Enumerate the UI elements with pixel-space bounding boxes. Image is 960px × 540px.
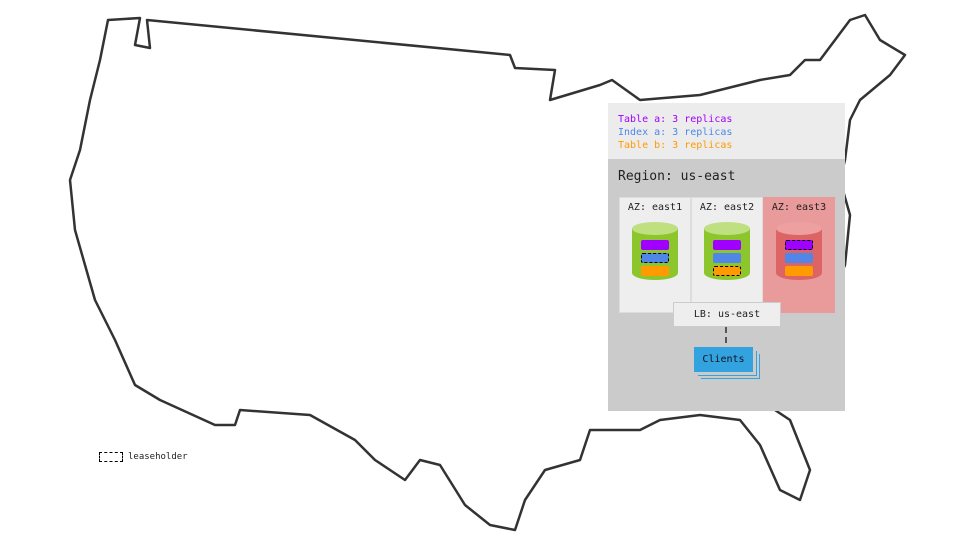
replica-table-b bbox=[713, 266, 741, 276]
leaseholder-legend: leaseholder bbox=[99, 452, 188, 462]
node-cylinder bbox=[632, 222, 678, 280]
legend-table-b: Table b: 3 replicas bbox=[618, 140, 733, 151]
replica-legend: Table a: 3 replicas Index a: 3 replicas … bbox=[608, 103, 845, 159]
replica-table-a bbox=[785, 240, 813, 250]
region-title: Region: us-east bbox=[618, 169, 736, 184]
az-east2: AZ: east2 bbox=[691, 197, 763, 313]
replica-table-b bbox=[785, 266, 813, 276]
clients: Clients bbox=[694, 347, 753, 372]
node-cylinder-down bbox=[776, 222, 822, 280]
replica-index-a bbox=[641, 253, 669, 263]
legend-index-a: Index a: 3 replicas bbox=[618, 127, 733, 138]
az-label: AZ: east3 bbox=[771, 202, 827, 213]
legend-table-a: Table a: 3 replicas bbox=[618, 114, 733, 125]
az-east1: AZ: east1 bbox=[619, 197, 691, 313]
replica-index-a bbox=[785, 253, 813, 263]
replica-table-b bbox=[641, 266, 669, 276]
az-east3: AZ: east3 bbox=[763, 197, 835, 313]
leaseholder-label: leaseholder bbox=[128, 452, 188, 462]
node-cylinder bbox=[704, 222, 750, 280]
replica-table-a bbox=[713, 240, 741, 250]
replica-index-a bbox=[713, 253, 741, 263]
leaseholder-swatch bbox=[99, 452, 123, 462]
replica-table-a bbox=[641, 240, 669, 250]
az-label: AZ: east2 bbox=[699, 202, 755, 213]
az-label: AZ: east1 bbox=[627, 202, 683, 213]
load-balancer: LB: us-east bbox=[673, 302, 781, 327]
